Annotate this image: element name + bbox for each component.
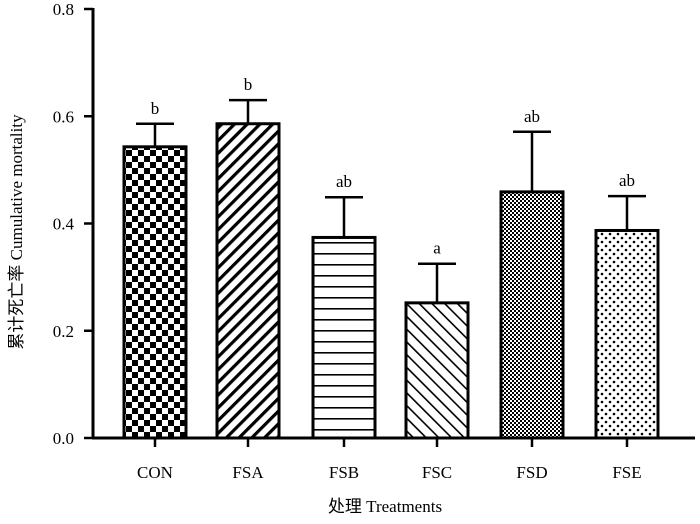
x-tick-label-fsb: FSB [329,463,359,482]
bar-fsc [404,301,470,440]
x-tick-label-fsa: FSA [232,463,264,482]
y-tick-label-2: 0.4 [53,215,75,234]
significance-label-fsa: b [244,75,253,94]
bar-con [122,145,188,440]
x-tick-label-fsd: FSD [516,463,547,482]
y-tick-label-4: 0.8 [53,0,74,19]
y-ticks-layer: 0.0 0.2 0.4 0.6 0.8 [53,0,93,448]
significance-label-fsd: ab [524,107,540,126]
significance-label-fsc: a [433,239,441,258]
error-bars-layer [136,98,646,303]
bar-fse [594,228,660,440]
significance-label-fsb: ab [336,172,352,191]
bar-fsb [311,235,377,440]
bar-fsa [215,122,281,440]
y-tick-label-3: 0.6 [53,107,74,126]
bar-fsd [499,190,565,440]
significance-label-con: b [151,99,160,118]
x-tick-label-fsc: FSC [422,463,452,482]
y-tick-label-0: 0.0 [53,429,74,448]
y-tick-label-1: 0.2 [53,322,74,341]
significance-labels-layer: b b ab a ab ab [151,75,635,258]
x-tick-label-con: CON [137,463,173,482]
y-axis-title: 累计死亡率 Cumulative mortality [7,114,26,350]
x-tick-label-fse: FSE [612,463,641,482]
bars-layer [122,122,660,440]
x-ticks-layer: CON FSA FSB FSC FSD FSE [137,438,642,482]
significance-label-fse: ab [619,171,635,190]
x-axis-title: 处理 Treatments [328,497,442,516]
